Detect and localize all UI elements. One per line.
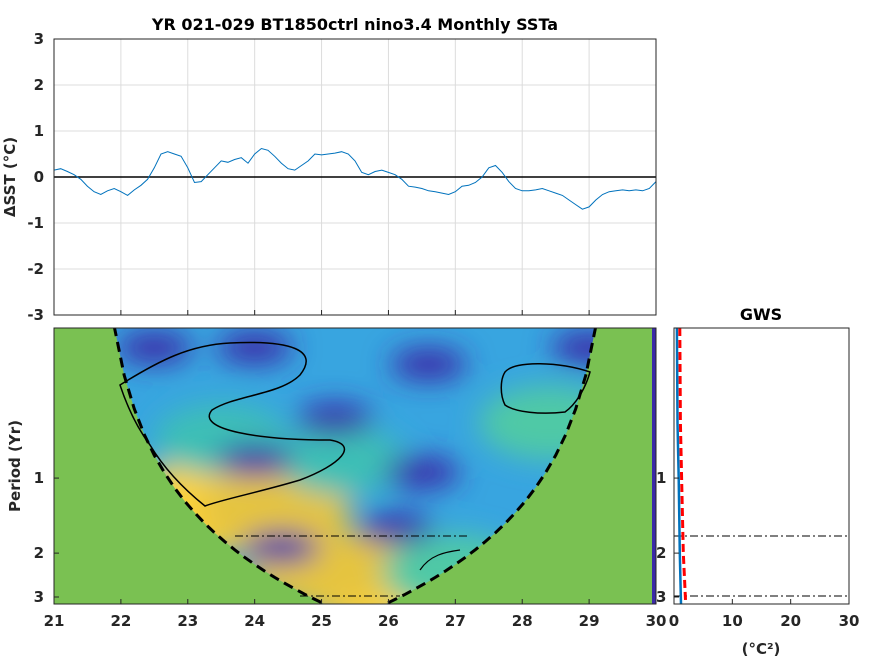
timeseries-ytick-label: -2 [27, 260, 44, 278]
wavelet-xtick-label: 23 [177, 612, 198, 630]
timeseries-ytick-label: 3 [34, 30, 44, 48]
wavelet-power-low [551, 331, 596, 364]
wavelet-xtick-label: 30 [646, 612, 667, 630]
gws-ytick-label: 1 [656, 469, 666, 487]
colorbar-strip-right [652, 328, 656, 604]
wavelet-power-low [357, 512, 434, 545]
wavelet-xtick-label: 24 [244, 612, 265, 630]
significance-contour-3 [419, 549, 461, 571]
wavelet-power-low [390, 348, 467, 381]
wavelet-ytick-label: 2 [34, 544, 44, 562]
timeseries-ylabel: ΔSST (°C) [1, 137, 19, 217]
gws-ytick-label: 3 [656, 588, 666, 606]
wavelet-power-peak [277, 426, 406, 495]
timeseries-ytick-label: -3 [27, 306, 44, 324]
gws-xtick-label: 20 [780, 612, 801, 630]
timeseries-axes-box [53, 38, 657, 316]
wavelet-power-low [296, 403, 373, 436]
gws-ytick-label: 2 [656, 544, 666, 562]
wavelet-ytick-label: 3 [34, 588, 44, 606]
timeseries-ytick-label: 2 [34, 76, 44, 94]
gws-xtick-label: 0 [669, 612, 679, 630]
wavelet-power-low [216, 444, 293, 477]
wavelet-xtick-label: 29 [579, 612, 600, 630]
wavelet-ylabel: Period (Yr) [6, 420, 24, 512]
gws-xtick-label: 10 [722, 612, 743, 630]
sst-anomaly-line [53, 147, 657, 210]
wavelet-xtick-label: 21 [44, 612, 65, 630]
wavelet-xtick-label: 25 [311, 612, 332, 630]
wavelet-power-low [116, 331, 193, 364]
timeseries-ytick-label: -1 [27, 214, 44, 232]
wavelet-axes-box [53, 327, 657, 605]
gws-axes-box [673, 327, 850, 605]
timeseries-ytick-label: 0 [34, 168, 44, 186]
gws-axes-bg [674, 328, 849, 604]
timeseries-ytick-label: 1 [34, 122, 44, 140]
gws-significance-line [678, 327, 688, 605]
gws-panel: 0 10 20 30 1 2 3 GWS (°C²) [656, 305, 859, 656]
gws-xtick-label: 30 [839, 612, 860, 630]
gws-title: GWS [740, 305, 782, 324]
gws-ticks: 0 10 20 30 1 2 3 [656, 469, 859, 630]
wavelet-xtick-label: 22 [110, 612, 131, 630]
wavelet-ytick-label: 1 [34, 469, 44, 487]
wavelet-xtick-label: 28 [512, 612, 533, 630]
wavelet-power-low [243, 531, 320, 564]
wavelet-xtick-label: 27 [445, 612, 466, 630]
significance-contour-2 [500, 363, 591, 414]
gws-xlabel: (°C²) [742, 640, 781, 656]
timeseries-panel: 3 2 1 0 -1 -2 -3 YR 021-029 BT1850ctrl nino3.4… [1, 15, 657, 324]
timeseries-ticks: 3 2 1 0 -1 -2 -3 [27, 30, 657, 324]
chart-title: YR 021-029 BT1850ctrl nino3.4 Monthly SS… [151, 15, 558, 34]
significance-contour-1 [119, 341, 346, 507]
wavelet-power-low [383, 456, 460, 489]
wavelet-xtick-label: 26 [378, 612, 399, 630]
wavelet-power-low [216, 331, 293, 364]
